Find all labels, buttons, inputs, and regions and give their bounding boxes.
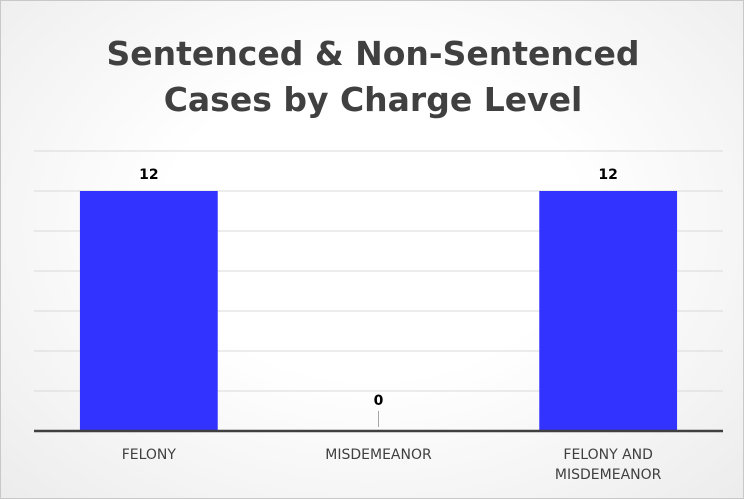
bar [79, 191, 218, 431]
data-label: 12 [139, 167, 158, 183]
x-tick-label: MISDEMEANOR [325, 447, 432, 463]
bar [539, 191, 678, 431]
data-label: 12 [598, 167, 617, 183]
chart-title: Sentenced & Non-Sentenced Cases by Charg… [106, 34, 640, 119]
x-tick-label: FELONY AND MISDEMEANOR [554, 447, 662, 483]
x-tick-label: FELONY [121, 447, 176, 463]
data-label: 0 [374, 393, 384, 409]
